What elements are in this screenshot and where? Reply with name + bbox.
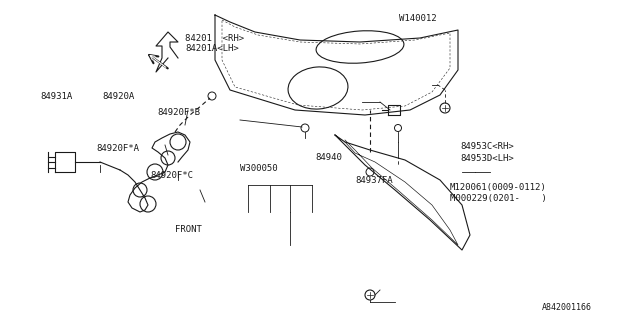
Text: 84937FA: 84937FA <box>355 175 392 185</box>
Text: 84940: 84940 <box>315 153 342 162</box>
Text: 84920A: 84920A <box>102 92 134 100</box>
Text: 84931A: 84931A <box>40 92 72 100</box>
Text: M120061(0009-0112): M120061(0009-0112) <box>450 182 547 191</box>
Text: 84953D<LH>: 84953D<LH> <box>460 154 514 163</box>
Text: 84201  <RH>: 84201 <RH> <box>185 34 244 43</box>
Text: 84920F*A: 84920F*A <box>96 143 139 153</box>
Text: 84201A<LH>: 84201A<LH> <box>185 44 239 52</box>
Text: A842001166: A842001166 <box>542 302 592 311</box>
Text: 84920F*B: 84920F*B <box>157 108 200 116</box>
Polygon shape <box>156 32 178 72</box>
Text: W140012: W140012 <box>399 13 436 22</box>
Text: M000229(0201-    ): M000229(0201- ) <box>450 194 547 203</box>
Text: FRONT: FRONT <box>175 226 202 235</box>
Text: W300050: W300050 <box>240 164 278 172</box>
Text: 84953C<RH>: 84953C<RH> <box>460 141 514 150</box>
Text: 84920F*C: 84920F*C <box>150 171 193 180</box>
